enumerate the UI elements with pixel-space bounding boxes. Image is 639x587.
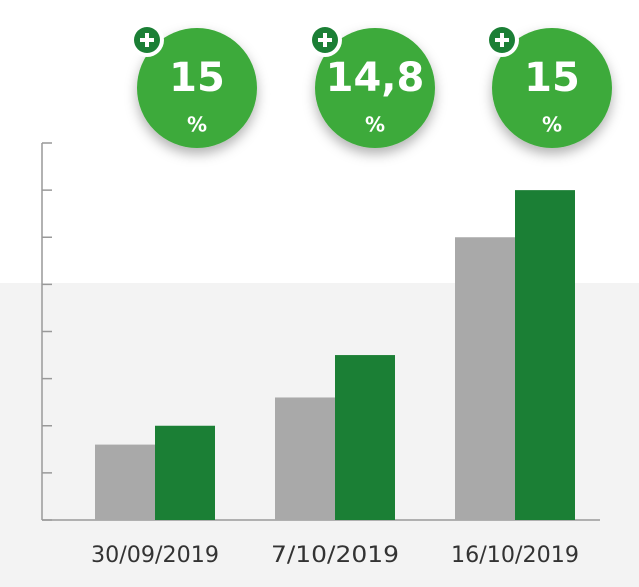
plus-sign <box>140 33 154 47</box>
bar <box>155 425 215 520</box>
bar <box>275 397 335 520</box>
bar <box>515 190 575 520</box>
bar <box>335 355 395 520</box>
x-tick-label: 16/10/2019 <box>451 543 579 568</box>
x-tick-label: 7/10/2019 <box>271 543 399 568</box>
badge-unit: % <box>542 113 562 137</box>
bar <box>95 444 155 520</box>
badge <box>492 28 612 148</box>
badge-value: 15 <box>524 55 580 101</box>
badge-value: 14,8 <box>326 55 425 101</box>
x-tick-label: 30/09/2019 <box>91 543 219 568</box>
plus-sign <box>318 33 332 47</box>
badge <box>315 28 435 148</box>
plus-sign <box>495 33 509 47</box>
badge-unit: % <box>187 113 207 137</box>
badge-unit: % <box>365 113 385 137</box>
bar <box>455 237 515 520</box>
badge-value: 15 <box>169 55 225 101</box>
badge <box>137 28 257 148</box>
